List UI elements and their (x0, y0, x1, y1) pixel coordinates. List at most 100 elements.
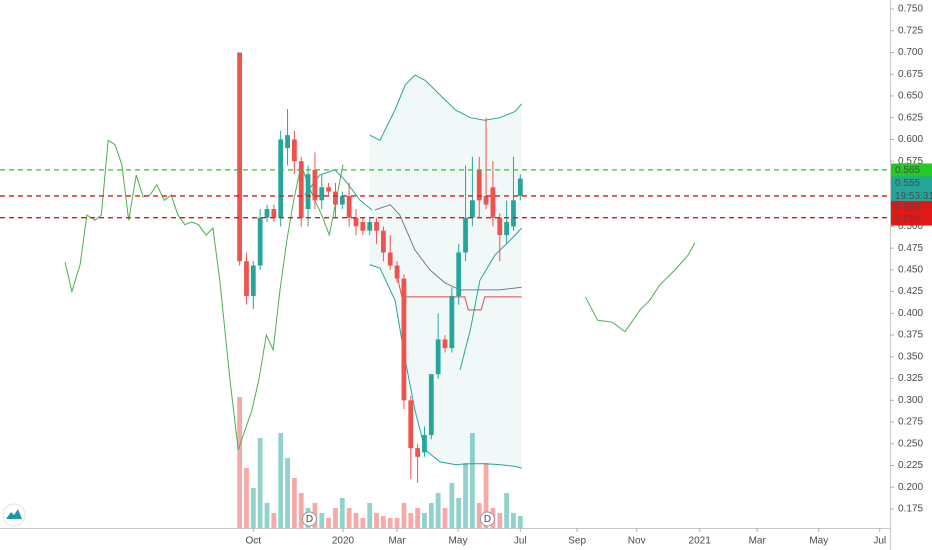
price-label-box (891, 163, 932, 177)
band-line (369, 74, 523, 141)
candle-body (250, 265, 256, 296)
volume-bar (442, 508, 448, 528)
volume-bar (504, 493, 510, 528)
volume-bar (291, 478, 297, 528)
candle-body (415, 448, 421, 457)
candle-body (517, 178, 523, 196)
volume-bar (346, 508, 352, 528)
candle-body (257, 217, 263, 266)
y-tick-label: 0.325 (898, 373, 923, 384)
dividend-marker-label: D (484, 514, 491, 525)
volume-bar (374, 513, 379, 528)
volume-bar (476, 503, 482, 528)
volume-bar (401, 503, 407, 528)
y-tick-label: 0.500 (898, 221, 923, 232)
volume-bar (271, 513, 277, 528)
volume-bar (278, 433, 284, 528)
price-label: 0.555 (895, 178, 920, 189)
price-label: 0.535 (895, 203, 920, 214)
logo[interactable] (2, 503, 26, 527)
line (64, 139, 696, 451)
volume-bar (380, 516, 386, 528)
volume-bar (415, 508, 421, 528)
x-tick-label: Jul (873, 536, 886, 547)
dividend-marker (479, 511, 495, 527)
candle-body (374, 222, 379, 231)
y-tick-label: 0.750 (898, 4, 923, 15)
candle-body (271, 209, 277, 218)
x-tick-label: May (449, 536, 468, 547)
y-tick-label: 0.475 (898, 243, 923, 254)
x-tick-label: Jul (514, 536, 527, 547)
candle-body (442, 339, 448, 349)
candle-body (333, 191, 338, 205)
volume-bar (463, 463, 468, 528)
candle-body (360, 222, 366, 231)
y-tick-label: 0.350 (898, 351, 923, 362)
candle-body (476, 169, 482, 201)
volume-bar (285, 458, 290, 528)
volume-bar (353, 513, 359, 528)
volume-bar (250, 488, 256, 528)
candle-body (394, 265, 400, 279)
volume-bar (360, 518, 366, 528)
candle-body (298, 161, 304, 218)
line (375, 204, 522, 291)
volume-bar (449, 483, 455, 528)
candle-body (463, 217, 468, 253)
volume-bar (469, 433, 475, 528)
volume-bar (326, 518, 332, 528)
y-tick-label: 0.600 (898, 134, 923, 145)
candle-body (237, 52, 243, 262)
candle-body (422, 435, 427, 453)
candle-body (326, 187, 332, 192)
y-tick-label: 0.650 (898, 91, 923, 102)
x-tick-label: May (809, 536, 828, 547)
candle-body (264, 209, 270, 218)
y-tick-label: 0.275 (898, 417, 923, 428)
candle-body (428, 374, 434, 436)
y-tick-label: 0.250 (898, 438, 923, 449)
volume-bar (264, 503, 270, 528)
candle-body (469, 200, 475, 218)
y-tick-label: 0.175 (898, 504, 923, 515)
candle-body (319, 187, 325, 201)
volume-bar (387, 518, 393, 528)
volume-bar (517, 516, 523, 528)
volume-bar (456, 498, 462, 528)
logo-icon[interactable] (6, 509, 22, 519)
x-tick-label: Mar (749, 536, 767, 547)
candle-body (408, 400, 414, 449)
price-label: 0.510 (895, 214, 920, 225)
dividend-marker (301, 511, 317, 527)
y-tick-label: 0.575 (898, 156, 923, 167)
candle-body (401, 278, 407, 401)
price-label: 0.565 (895, 165, 920, 176)
candle-body (353, 217, 359, 227)
x-tick-label: Sep (568, 536, 586, 547)
candle-body (483, 195, 489, 205)
volume-bar (497, 513, 503, 528)
candle-body (285, 135, 290, 149)
y-tick-label: 0.425 (898, 286, 923, 297)
y-tick-label: 0.675 (898, 69, 923, 80)
y-tick-label: 0.200 (898, 482, 923, 493)
volume-bar (257, 438, 263, 528)
candle-body (380, 230, 386, 253)
volume-bar (244, 468, 249, 528)
x-tick-label: 2020 (332, 536, 355, 547)
volume-bar (422, 513, 427, 528)
y-tick-label: 0.300 (898, 395, 923, 406)
candle-body (367, 222, 373, 231)
y-tick-label: 0.375 (898, 330, 923, 341)
volume-bar (339, 498, 345, 528)
volume-bar (333, 508, 338, 528)
y-tick-label: 0.450 (898, 265, 923, 276)
price-label-box (891, 201, 932, 214)
volume-bar (511, 513, 516, 528)
volume-bar (435, 493, 441, 528)
candle-body (490, 187, 496, 218)
x-tick-label: Oct (246, 536, 262, 547)
x-tick-label: Nov (628, 536, 646, 547)
